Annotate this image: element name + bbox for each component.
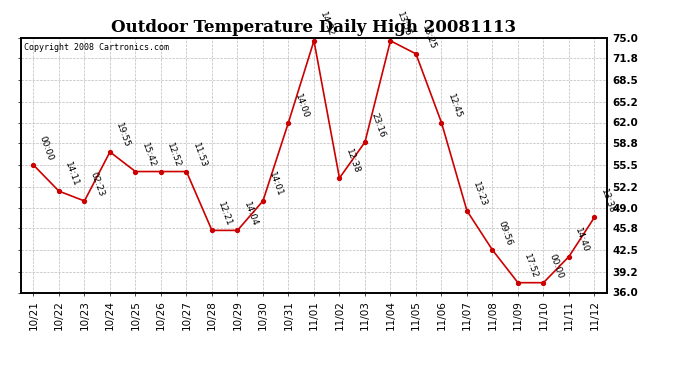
Text: 15:42: 15:42 (139, 142, 157, 169)
Text: 13:25: 13:25 (420, 24, 437, 51)
Text: 00:00: 00:00 (38, 135, 55, 162)
Text: 12:52: 12:52 (165, 142, 182, 169)
Text: 14:11: 14:11 (63, 161, 80, 188)
Text: 09:56: 09:56 (497, 220, 514, 247)
Text: 02:23: 02:23 (88, 171, 106, 198)
Title: Outdoor Temperature Daily High 20081113: Outdoor Temperature Daily High 20081113 (111, 19, 517, 36)
Text: 23:16: 23:16 (369, 112, 386, 140)
Text: 13:23: 13:23 (471, 181, 489, 208)
Text: 13:55: 13:55 (395, 10, 412, 38)
Text: 12:45: 12:45 (446, 93, 463, 120)
Text: 00:00: 00:00 (548, 252, 565, 280)
Text: 14:32: 14:32 (318, 11, 335, 38)
Text: 11:53: 11:53 (190, 141, 208, 169)
Text: 14:01: 14:01 (267, 171, 284, 198)
Text: 14:00: 14:00 (293, 93, 310, 120)
Text: 19:55: 19:55 (114, 122, 131, 149)
Text: 12:38: 12:38 (344, 148, 361, 175)
Text: Copyright 2008 Cartronics.com: Copyright 2008 Cartronics.com (23, 43, 168, 52)
Text: 12:21: 12:21 (216, 201, 233, 228)
Text: 14:04: 14:04 (241, 201, 259, 228)
Text: 13:38: 13:38 (599, 187, 616, 214)
Text: 17:52: 17:52 (522, 253, 540, 280)
Text: 14:40: 14:40 (573, 226, 591, 254)
